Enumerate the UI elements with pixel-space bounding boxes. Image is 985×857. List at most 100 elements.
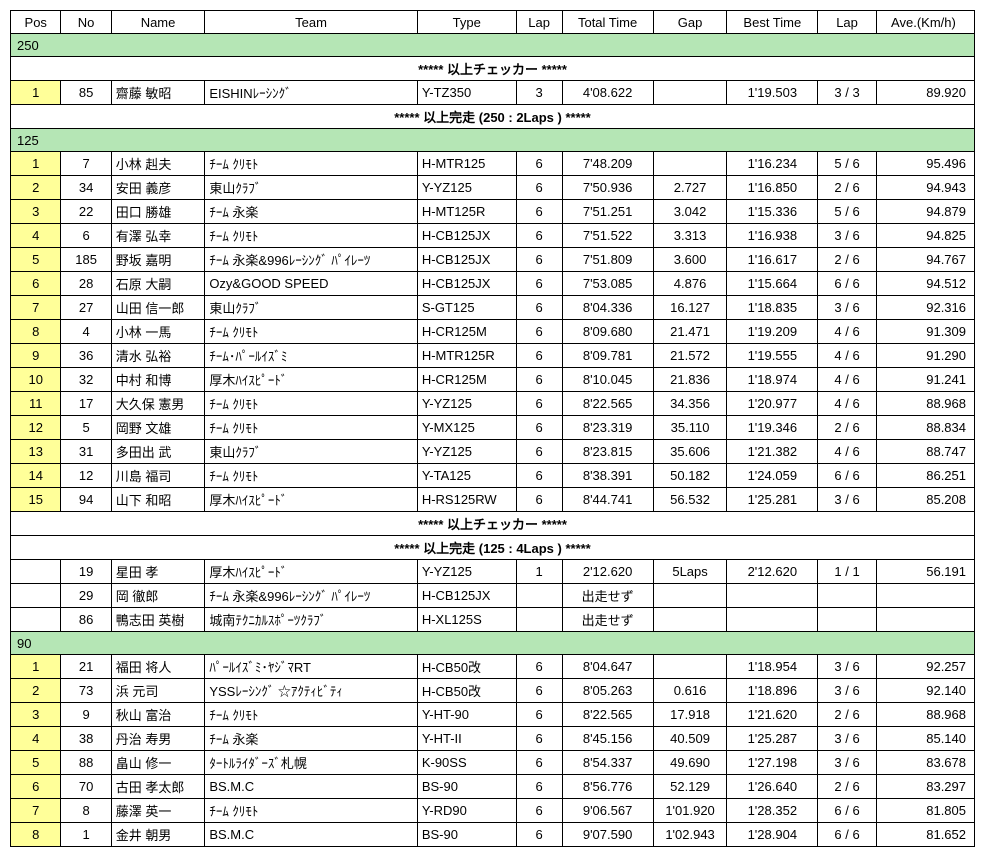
lap-cell: 6 <box>516 488 562 512</box>
type-cell: S-GT125 <box>417 296 516 320</box>
no-cell: 34 <box>61 176 111 200</box>
lap-cell: 6 <box>516 440 562 464</box>
pos-cell: 15 <box>11 488 61 512</box>
ave-cell: 89.920 <box>876 81 974 105</box>
besttime-cell: 1'21.620 <box>727 703 818 727</box>
col-pos: Pos <box>11 11 61 34</box>
no-cell: 21 <box>61 655 111 679</box>
ave-cell: 85.208 <box>876 488 974 512</box>
team-cell: 東山ｸﾗﾌﾞ <box>205 176 418 200</box>
totaltime-cell: 8'09.680 <box>562 320 653 344</box>
totaltime-cell: 7'51.251 <box>562 200 653 224</box>
table-row: 234安田 義彦東山ｸﾗﾌﾞY-YZ12567'50.9362.7271'16.… <box>11 176 975 200</box>
gap-cell <box>653 152 727 176</box>
bestlap-cell: 3 / 6 <box>818 224 877 248</box>
table-row: 84小林 一馬ﾁｰﾑ ｸﾘﾓﾄH-CR125M68'09.68021.4711'… <box>11 320 975 344</box>
team-cell: ﾁｰﾑ ｸﾘﾓﾄ <box>205 799 418 823</box>
gap-cell: 49.690 <box>653 751 727 775</box>
table-row: 588畠山 修一ﾀｰﾄﾙﾗｲﾀﾞｰｽﾞ札幌K-90SS68'54.33749.6… <box>11 751 975 775</box>
name-cell: 有澤 弘幸 <box>111 224 205 248</box>
bestlap-cell: 4 / 6 <box>818 392 877 416</box>
besttime-cell: 1'19.503 <box>727 81 818 105</box>
ave-cell: 81.652 <box>876 823 974 847</box>
team-cell: BS.M.C <box>205 823 418 847</box>
results-table: Pos No Name Team Type Lap Total Time Gap… <box>10 10 975 847</box>
totaltime-cell: 7'51.809 <box>562 248 653 272</box>
totaltime-cell: 9'06.567 <box>562 799 653 823</box>
gap-cell: 21.572 <box>653 344 727 368</box>
type-cell: K-90SS <box>417 751 516 775</box>
lap-cell: 6 <box>516 272 562 296</box>
table-row: 727山田 信一郎東山ｸﾗﾌﾞS-GT12568'04.33616.1271'1… <box>11 296 975 320</box>
separator-row: ***** 以上完走 (250 : 2Laps ) ***** <box>11 105 975 129</box>
lap-cell: 6 <box>516 823 562 847</box>
totaltime-cell: 8'10.045 <box>562 368 653 392</box>
bestlap-cell: 6 / 6 <box>818 823 877 847</box>
totaltime-cell: 8'23.815 <box>562 440 653 464</box>
lap-cell <box>516 584 562 608</box>
separator-row: ***** 以上完走 (125 : 4Laps ) ***** <box>11 536 975 560</box>
gap-cell <box>653 584 727 608</box>
bestlap-cell: 1 / 1 <box>818 560 877 584</box>
team-cell: ﾁｰﾑ ｸﾘﾓﾄ <box>205 224 418 248</box>
gap-cell: 3.042 <box>653 200 727 224</box>
pos-cell: 8 <box>11 320 61 344</box>
ave-cell <box>876 608 974 632</box>
table-row: 17小林 赳夫ﾁｰﾑ ｸﾘﾓﾄH-MTR12567'48.2091'16.234… <box>11 152 975 176</box>
gap-cell <box>653 608 727 632</box>
lap-cell: 6 <box>516 176 562 200</box>
type-cell: Y-RD90 <box>417 799 516 823</box>
type-cell: H-CB50改 <box>417 679 516 703</box>
col-totaltime: Total Time <box>562 11 653 34</box>
lap-cell: 6 <box>516 679 562 703</box>
besttime-cell: 1'16.234 <box>727 152 818 176</box>
team-cell: 厚木ﾊｲｽﾋﾟｰﾄﾞ <box>205 488 418 512</box>
besttime-cell: 1'18.974 <box>727 368 818 392</box>
besttime-cell: 1'24.059 <box>727 464 818 488</box>
col-name: Name <box>111 11 205 34</box>
no-cell: 86 <box>61 608 111 632</box>
bestlap-cell <box>818 608 877 632</box>
no-cell: 8 <box>61 799 111 823</box>
pos-cell: 4 <box>11 224 61 248</box>
table-row: 936清水 弘裕ﾁｰﾑ･ﾊﾟｰﾙｲｽﾞﾐH-MTR125R68'09.78121… <box>11 344 975 368</box>
team-cell: ﾁｰﾑ ｸﾘﾓﾄ <box>205 320 418 344</box>
pos-cell: 12 <box>11 416 61 440</box>
type-cell: Y-HT-II <box>417 727 516 751</box>
ave-cell: 86.251 <box>876 464 974 488</box>
pos-cell: 3 <box>11 200 61 224</box>
totaltime-cell: 9'07.590 <box>562 823 653 847</box>
pos-cell: 1 <box>11 81 61 105</box>
name-cell: 秋山 富治 <box>111 703 205 727</box>
table-row: 670古田 孝太郎BS.M.CBS-9068'56.77652.1291'26.… <box>11 775 975 799</box>
name-cell: 福田 将人 <box>111 655 205 679</box>
totaltime-cell: 出走せず <box>562 608 653 632</box>
besttime-cell: 1'26.640 <box>727 775 818 799</box>
gap-cell: 0.616 <box>653 679 727 703</box>
lap-cell: 6 <box>516 751 562 775</box>
no-cell: 27 <box>61 296 111 320</box>
team-cell: ﾁｰﾑ ｸﾘﾓﾄ <box>205 703 418 727</box>
totaltime-cell: 8'04.336 <box>562 296 653 320</box>
totaltime-cell: 7'53.085 <box>562 272 653 296</box>
besttime-cell: 1'20.977 <box>727 392 818 416</box>
table-row: 121福田 将人ﾊﾟｰﾙｲｽﾞﾐ･ﾔｼﾞﾏRTH-CB50改68'04.6471… <box>11 655 975 679</box>
lap-cell: 6 <box>516 655 562 679</box>
no-cell: 85 <box>61 81 111 105</box>
name-cell: 山田 信一郎 <box>111 296 205 320</box>
table-row: 1331多田出 武東山ｸﾗﾌﾞY-YZ12568'23.81535.6061'2… <box>11 440 975 464</box>
col-lap: Lap <box>516 11 562 34</box>
totaltime-cell: 8'56.776 <box>562 775 653 799</box>
name-cell: 中村 和博 <box>111 368 205 392</box>
pos-cell: 1 <box>11 655 61 679</box>
ave-cell: 94.512 <box>876 272 974 296</box>
team-cell: ﾁｰﾑ 永楽 <box>205 727 418 751</box>
type-cell: H-MT125R <box>417 200 516 224</box>
col-team: Team <box>205 11 418 34</box>
table-row: 273浜 元司YSSﾚｰｼﾝｸﾞ ☆ｱｸﾃｨﾋﾞﾃｨH-CB50改68'05.2… <box>11 679 975 703</box>
no-cell: 94 <box>61 488 111 512</box>
class-header: 125 <box>11 129 975 152</box>
no-cell: 19 <box>61 560 111 584</box>
bestlap-cell: 3 / 6 <box>818 488 877 512</box>
name-cell: 金井 朝男 <box>111 823 205 847</box>
